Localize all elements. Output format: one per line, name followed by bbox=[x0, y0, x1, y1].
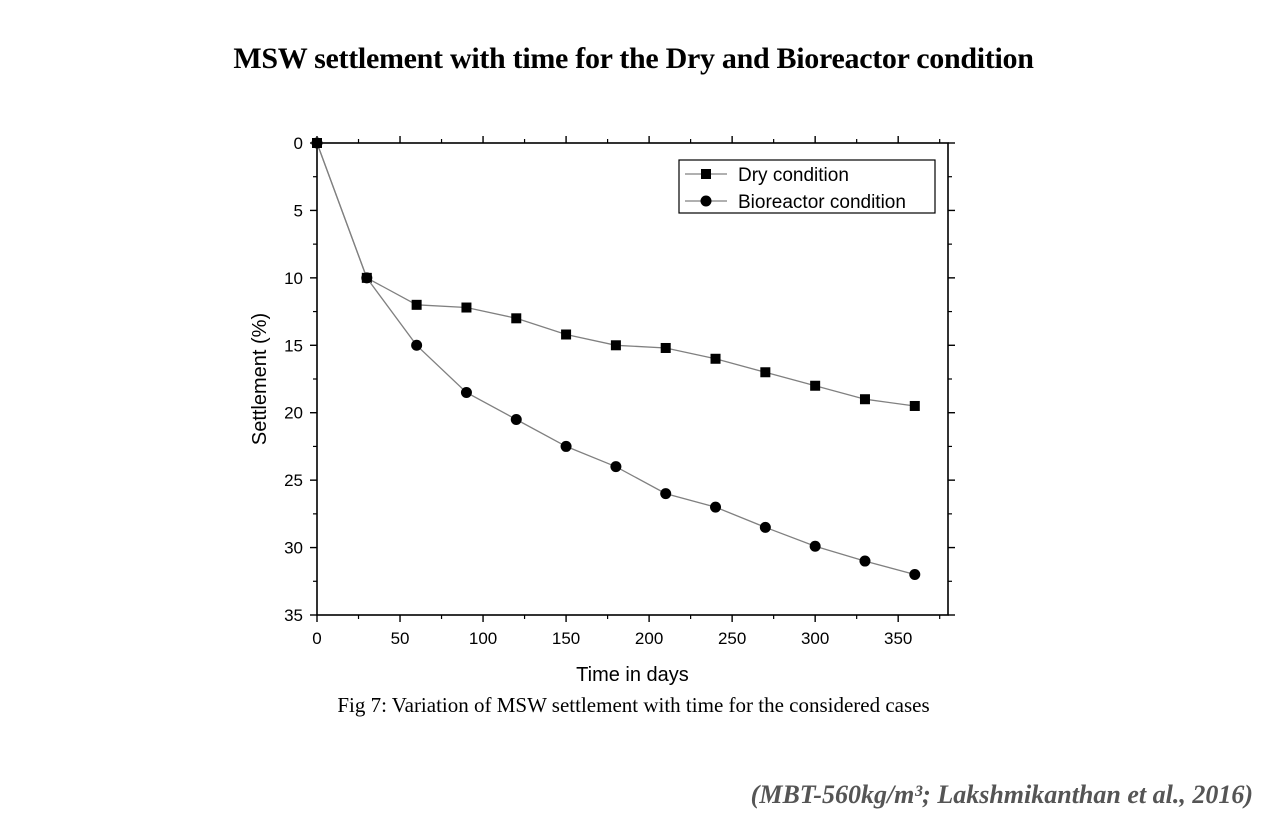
legend-circle-marker bbox=[700, 195, 712, 207]
x-tick-label: 150 bbox=[552, 629, 580, 648]
plot-frame bbox=[316, 142, 949, 616]
y-tick-label: 30 bbox=[284, 539, 303, 558]
x-tick-label: 50 bbox=[391, 629, 410, 648]
bioreactor-data-point bbox=[560, 440, 572, 452]
chart-series bbox=[311, 137, 921, 581]
legend-square-marker bbox=[701, 169, 711, 179]
figure-caption: Fig 7: Variation of MSW settlement with … bbox=[337, 693, 930, 717]
dry-data-point bbox=[909, 400, 920, 411]
bioreactor-data-point bbox=[510, 413, 522, 425]
dry-data-point bbox=[660, 342, 671, 353]
bioreactor-data-point bbox=[460, 386, 472, 398]
x-axis-label: Time in days bbox=[576, 664, 689, 686]
bioreactor-data-point bbox=[859, 555, 871, 567]
x-tick-label: 350 bbox=[884, 629, 912, 648]
x-tick-label: 250 bbox=[718, 629, 746, 648]
slide-title: MSW settlement with time for the Dry and… bbox=[233, 42, 1034, 75]
x-tick-label: 0 bbox=[312, 629, 321, 648]
x-tick-label: 100 bbox=[469, 629, 497, 648]
x-tick-label: 300 bbox=[801, 629, 829, 648]
dry-data-point bbox=[810, 380, 821, 391]
chart-axes: 0 50 100 150 200 250 300 350 0 5 10 15 20 25 30 35 Time … bbox=[249, 134, 955, 686]
bioreactor-data-point bbox=[411, 339, 423, 351]
dry-data-point bbox=[710, 353, 721, 364]
legend-label-dry: Dry condition bbox=[738, 165, 849, 186]
legend-box bbox=[678, 159, 936, 214]
y-tick-label: 5 bbox=[294, 201, 303, 220]
bioreactor-data-point bbox=[809, 540, 821, 552]
y-tick-label: 35 bbox=[284, 606, 303, 625]
citation: (MBT-560kg/m³; Lakshmikanthan et al., 20… bbox=[750, 780, 1253, 809]
dry-data-point bbox=[511, 313, 522, 324]
dry-data-point bbox=[561, 329, 572, 340]
bioreactor-data-point bbox=[660, 488, 672, 500]
bioreactor-data-point bbox=[311, 137, 323, 149]
x-tick-label: 200 bbox=[635, 629, 663, 648]
y-tick-label: 0 bbox=[294, 134, 303, 153]
y-tick-label: 20 bbox=[284, 404, 303, 423]
dry-data-point bbox=[610, 340, 621, 351]
dry-data-point bbox=[859, 394, 870, 405]
chart-legend: Dry condition Bioreactor condition bbox=[678, 159, 936, 214]
bioreactor-data-point bbox=[909, 569, 921, 581]
legend-label-bioreactor: Bioreactor condition bbox=[738, 192, 906, 213]
dry-data-point bbox=[411, 299, 422, 310]
bioreactor-data-point bbox=[710, 501, 722, 513]
y-tick-label: 10 bbox=[284, 269, 303, 288]
dry-data-point bbox=[760, 367, 771, 378]
y-tick-label: 15 bbox=[284, 336, 303, 355]
y-axis-label: Settlement (%) bbox=[249, 313, 271, 445]
y-tick-label: 25 bbox=[284, 471, 303, 490]
dry-data-point bbox=[461, 302, 472, 313]
bioreactor-data-point bbox=[759, 521, 771, 533]
bioreactor-data-point bbox=[610, 461, 622, 473]
bioreactor-data-point bbox=[361, 272, 373, 284]
